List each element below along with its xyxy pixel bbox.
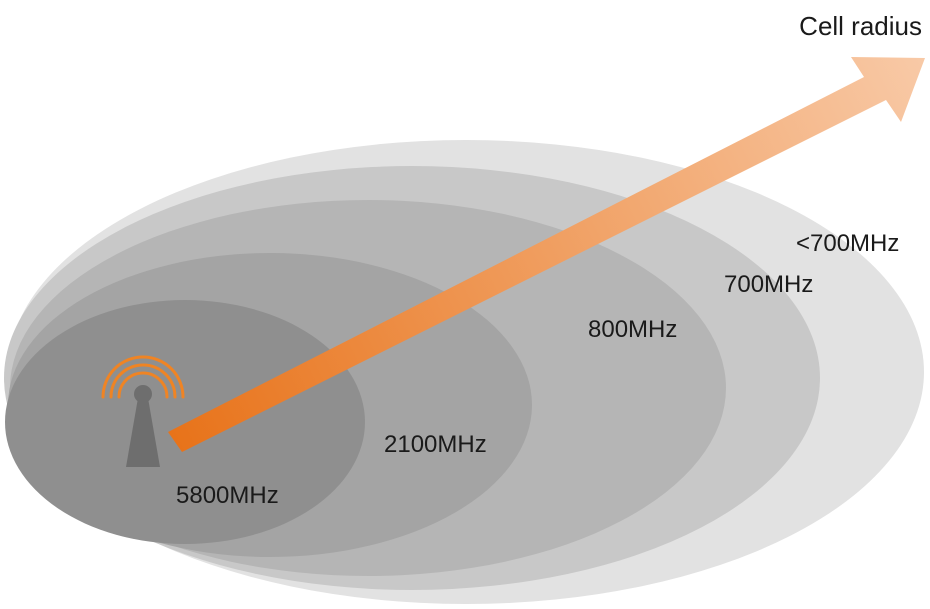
cell-radius-label: Cell radius (799, 11, 922, 41)
zone-label-700: 700MHz (724, 271, 813, 298)
zone-label-lt700: <700MHz (796, 230, 899, 257)
zone-label-5800: 5800MHz (176, 482, 279, 509)
zone-label-2100: 2100MHz (384, 431, 487, 458)
coverage-zone-5800 (5, 300, 365, 544)
signal-waves-icon (101, 355, 185, 399)
zone-label-800: 800MHz (588, 316, 677, 343)
cell-tower-icon (126, 385, 160, 467)
cell-radius-arrow (168, 57, 925, 452)
